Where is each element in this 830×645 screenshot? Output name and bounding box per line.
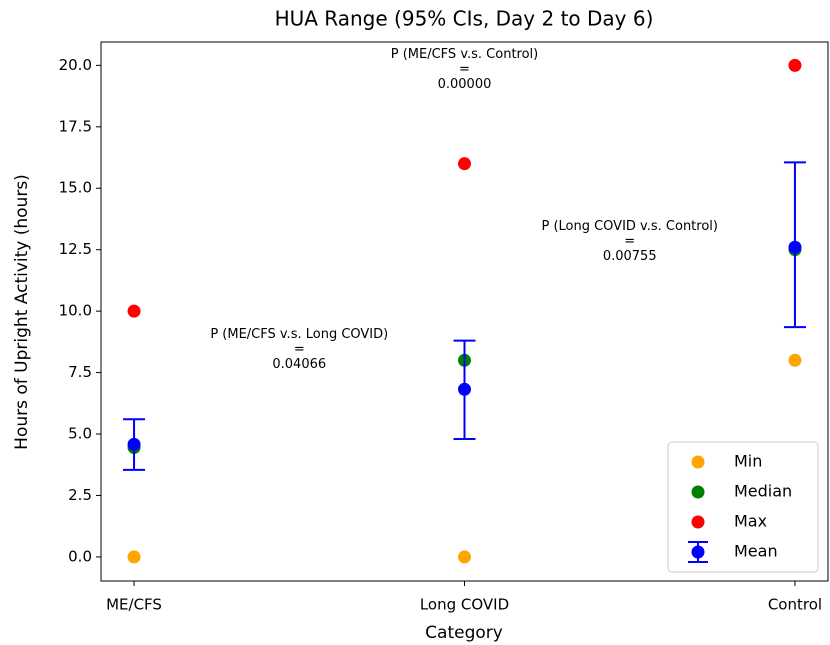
y-axis-label: Hours of Upright Activity (hours) — [12, 174, 32, 450]
y-tick-label: 15.0 — [59, 179, 92, 197]
annotation: 0.04066 — [272, 357, 326, 372]
legend-label: Mean — [734, 542, 778, 561]
plot-frame — [100, 41, 829, 582]
x-tick-label: Long COVID — [420, 596, 509, 614]
point — [788, 240, 802, 254]
legend-box — [667, 441, 819, 573]
point — [458, 157, 471, 171]
legend-marker — [691, 515, 705, 529]
y-tick-label: 12.5 — [59, 240, 92, 258]
y-tick-label: 10.0 — [59, 302, 92, 320]
x-tick-label: ME/CFS — [106, 596, 162, 614]
legend-marker — [691, 485, 705, 499]
legend-marker — [691, 455, 705, 469]
x-tick-label: Control — [768, 596, 822, 614]
point — [127, 550, 141, 564]
point — [788, 353, 802, 367]
y-tick-label: 7.5 — [68, 363, 92, 381]
point — [127, 304, 141, 318]
annotation: = — [294, 342, 305, 357]
y-tick-label: 20.0 — [59, 56, 92, 74]
legend-marker — [691, 545, 705, 559]
annotation: = — [459, 62, 470, 77]
y-tick-label: 0.0 — [68, 547, 92, 565]
legend-label: Median — [734, 482, 792, 501]
annotation: P (ME/CFS v.s. Long COVID) — [210, 327, 388, 342]
legend: Min Median Max Mean — [667, 441, 819, 573]
annotation: 0.00000 — [438, 77, 492, 92]
point — [458, 550, 471, 564]
x-axis-label: Category — [425, 623, 503, 643]
annotation: P (Long COVID v.s. Control) — [541, 219, 718, 234]
y-tick-label: 5.0 — [68, 425, 92, 443]
annotation: P (ME/CFS v.s. Control) — [391, 47, 538, 62]
legend-label: Min — [734, 452, 762, 471]
point — [127, 437, 141, 451]
annotation: 0.00755 — [603, 249, 657, 264]
annotation: = — [624, 234, 635, 249]
y-tick-label: 17.5 — [59, 117, 92, 135]
point — [788, 58, 802, 72]
legend-label: Max — [734, 512, 767, 531]
point — [458, 382, 471, 396]
y-tick-label: 2.5 — [68, 486, 92, 504]
chart-title: HUA Range (95% CIs, Day 2 to Day 6) — [275, 7, 654, 31]
